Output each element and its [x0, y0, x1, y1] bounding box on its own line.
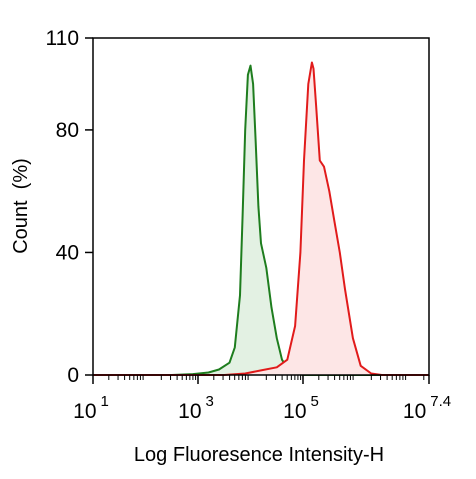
x-axis-title: Log Fluoresence Intensity-H — [134, 444, 384, 466]
y-axis-title: Count (%) — [10, 158, 32, 254]
series-0-line — [93, 64, 429, 376]
y-axis: 0 40 80 110 — [46, 27, 93, 387]
x-tick-label: 10 1 — [73, 393, 109, 423]
x-tick-label: 10 7.4 — [403, 393, 451, 423]
x-axis: 10 1 10 3 10 5 10 7.4 — [73, 375, 451, 423]
series-1-fill — [93, 62, 429, 375]
series-0-fill — [93, 65, 429, 375]
y-tick-label: 0 — [67, 364, 79, 387]
series-layer — [93, 61, 429, 376]
y-tick-label: 40 — [56, 241, 79, 264]
series-1-line — [93, 61, 429, 376]
y-tick-label: 110 — [46, 27, 79, 50]
x-tick-label: 10 3 — [178, 393, 214, 423]
x-tick-label: 10 5 — [283, 393, 319, 423]
y-tick-label: 80 — [56, 119, 79, 142]
x-minor-ticks — [108, 375, 425, 380]
plot-frame — [92, 37, 430, 376]
